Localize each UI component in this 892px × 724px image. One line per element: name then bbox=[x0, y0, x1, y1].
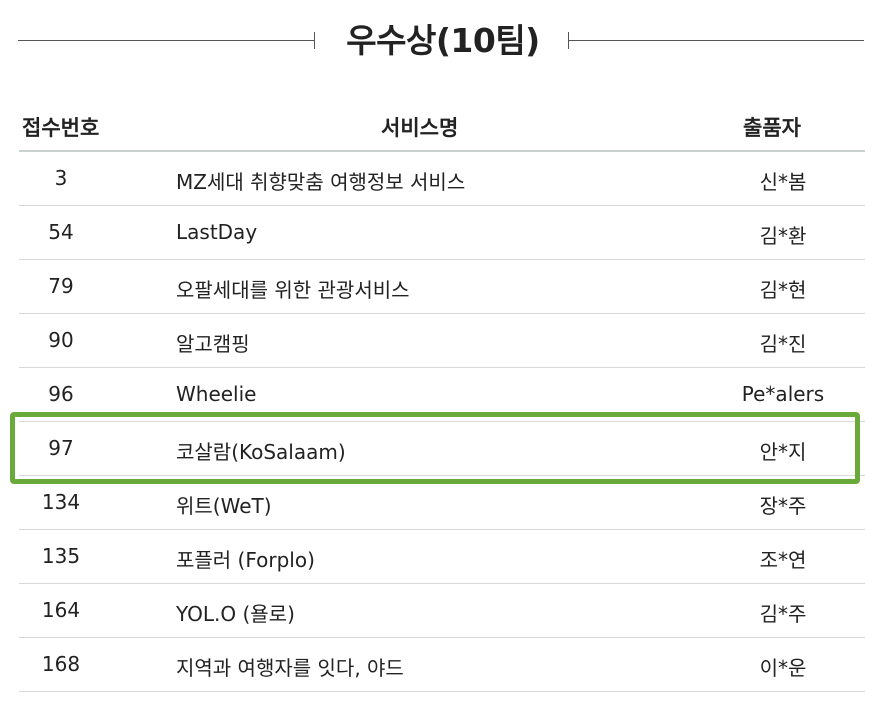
cell-number: 90 bbox=[48, 328, 74, 352]
table-header: 접수번호 서비스명 출품자 bbox=[19, 100, 865, 152]
cell-owner: 신*봄 bbox=[759, 170, 807, 194]
cell-service: 오팔세대를 위한 관광서비스 bbox=[176, 278, 410, 302]
title-divider-left bbox=[18, 40, 314, 41]
cell-service: 위트(WeT) bbox=[176, 494, 272, 518]
table-row: 135 포플러 (Forplo) 조*연 bbox=[19, 530, 865, 584]
cell-number: 3 bbox=[54, 166, 68, 190]
table-row: 90 알고캠핑 김*진 bbox=[19, 314, 865, 368]
header-owner: 출품자 bbox=[743, 116, 801, 140]
cell-service: 지역과 여행자를 잇다, 야드 bbox=[176, 656, 404, 680]
header-number: 접수번호 bbox=[22, 116, 100, 140]
cell-owner: 이*운 bbox=[759, 656, 807, 680]
cell-number: 164 bbox=[41, 598, 81, 622]
table-row: 79 오팔세대를 위한 관광서비스 김*현 bbox=[19, 260, 865, 314]
cell-service: LastDay bbox=[176, 220, 258, 244]
cell-service: MZ세대 취향맞춤 여행정보 서비스 bbox=[176, 170, 466, 194]
table-row: 54 LastDay 김*환 bbox=[19, 206, 865, 260]
title-divider-tick-left bbox=[314, 32, 315, 49]
table-row: 3 MZ세대 취향맞춤 여행정보 서비스 신*봄 bbox=[19, 152, 865, 206]
cell-owner: Pe*alers bbox=[741, 382, 825, 406]
cell-number: 96 bbox=[48, 382, 74, 406]
awards-table: 접수번호 서비스명 출품자 3 MZ세대 취향맞춤 여행정보 서비스 신*봄 5… bbox=[19, 100, 865, 692]
cell-number: 97 bbox=[48, 436, 74, 460]
cell-number: 134 bbox=[41, 490, 81, 514]
table-row: 96 Wheelie Pe*alers bbox=[19, 368, 865, 422]
section-title: 우수상(10팀) bbox=[346, 21, 540, 60]
section-title-bar: 우수상(10팀) bbox=[18, 8, 864, 68]
cell-service: 알고캠핑 bbox=[176, 332, 250, 356]
title-divider-right bbox=[569, 40, 864, 41]
cell-number: 79 bbox=[48, 274, 74, 298]
cell-number: 168 bbox=[41, 652, 81, 676]
cell-number: 54 bbox=[48, 220, 74, 244]
cell-service: YOL.O (욜로) bbox=[176, 602, 295, 626]
header-service: 서비스명 bbox=[381, 116, 459, 140]
cell-owner: 김*진 bbox=[759, 332, 807, 356]
table-row: 134 위트(WeT) 장*주 bbox=[19, 476, 865, 530]
cell-owner: 조*연 bbox=[759, 548, 807, 572]
cell-service: 코살람(KoSalaam) bbox=[176, 440, 346, 464]
cell-service: 포플러 (Forplo) bbox=[176, 548, 315, 572]
table-row-highlighted: 97 코살람(KoSalaam) 안*지 bbox=[19, 422, 865, 476]
cell-owner: 안*지 bbox=[759, 440, 807, 464]
cell-service: Wheelie bbox=[176, 382, 257, 406]
cell-owner: 장*주 bbox=[759, 494, 807, 518]
cell-owner: 김*주 bbox=[759, 602, 807, 626]
row-highlight-box bbox=[10, 412, 860, 484]
title-divider-tick-right bbox=[568, 32, 569, 49]
cell-number: 135 bbox=[41, 544, 81, 568]
table-row: 164 YOL.O (욜로) 김*주 bbox=[19, 584, 865, 638]
table-row: 168 지역과 여행자를 잇다, 야드 이*운 bbox=[19, 638, 865, 692]
cell-owner: 김*환 bbox=[759, 224, 807, 248]
cell-owner: 김*현 bbox=[759, 278, 807, 302]
